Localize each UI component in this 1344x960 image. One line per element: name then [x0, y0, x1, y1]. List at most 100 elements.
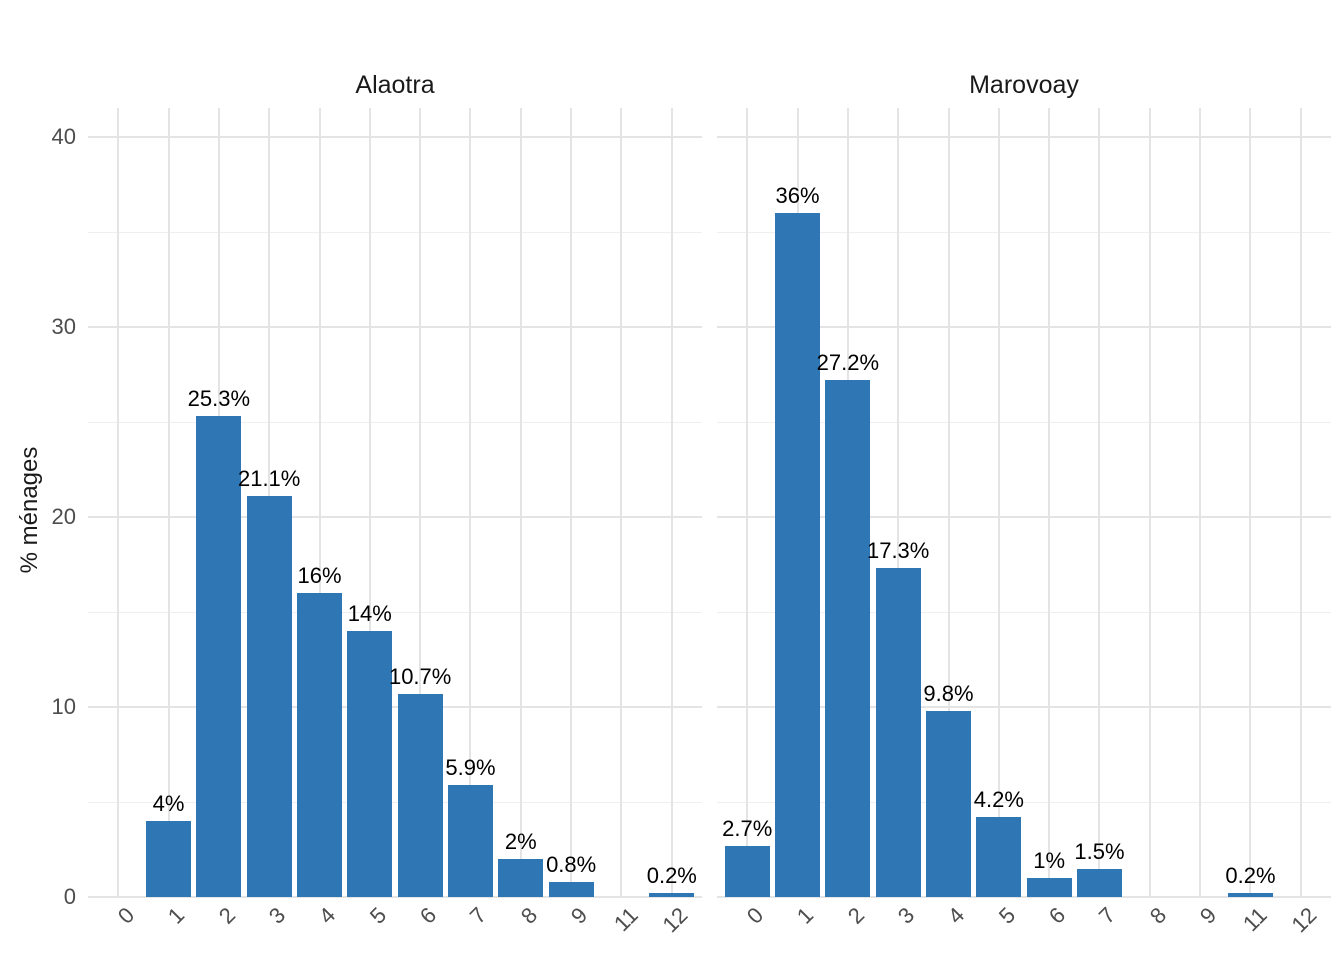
- gridline-vertical: [746, 108, 749, 898]
- bar-value-label: 2%: [504, 829, 537, 854]
- gridline-vertical: [570, 108, 573, 898]
- bar-value-label: 9.8%: [923, 680, 974, 706]
- x-tick-label: 7: [1094, 902, 1121, 929]
- gridline-horizontal-major: [717, 136, 1331, 138]
- y-tick-label: 40: [51, 124, 76, 149]
- bar: [1026, 878, 1072, 897]
- bar-value-label: 0.2%: [646, 863, 697, 889]
- x-tick-label: 4: [943, 902, 970, 929]
- x-tick-label: 3: [263, 902, 291, 929]
- gridline-vertical: [1199, 108, 1202, 898]
- bar-value-label: 36%: [775, 183, 820, 208]
- bar: [649, 893, 695, 897]
- x-tick-label: 6: [414, 902, 442, 929]
- gridline-horizontal-minor: [717, 802, 1331, 803]
- gridline-vertical: [947, 108, 950, 898]
- bar: [397, 693, 443, 897]
- y-tick-label: 20: [51, 504, 76, 529]
- gridline-vertical: [620, 108, 623, 898]
- bar: [246, 496, 292, 897]
- bar: [1227, 893, 1274, 897]
- x-tick-label: 7: [465, 902, 492, 929]
- bar-value-label: 16%: [297, 563, 342, 588]
- bar-value-label: 27.2%: [816, 350, 880, 376]
- bar: [296, 593, 343, 897]
- gridline-horizontal-minor: [88, 422, 702, 423]
- x-tick-label: 1: [792, 902, 819, 929]
- bar: [724, 845, 770, 897]
- bar: [347, 631, 393, 897]
- gridline-vertical: [519, 108, 522, 898]
- gridline-vertical: [117, 108, 120, 898]
- gridline-horizontal-major: [717, 326, 1331, 328]
- bar-value-label: 1.5%: [1074, 838, 1125, 864]
- x-tick-label: 12: [1286, 902, 1322, 938]
- bar: [145, 821, 192, 897]
- gridline-horizontal-major: [88, 706, 702, 708]
- x-tick-label: 6: [1043, 902, 1071, 929]
- bar-value-label: 17.3%: [866, 538, 930, 564]
- gridline-vertical: [419, 108, 422, 898]
- bar-value-label: 21.1%: [237, 466, 301, 492]
- x-tick-label: 11: [608, 902, 643, 937]
- x-tick-label: 0: [741, 902, 769, 929]
- gridline-horizontal-minor: [717, 422, 1331, 423]
- bar-value-label: 0.8%: [546, 851, 597, 877]
- bar: [447, 784, 494, 897]
- bar: [196, 416, 242, 897]
- gridline-horizontal-minor: [88, 232, 702, 233]
- bar: [925, 710, 972, 897]
- bar-value-label: 5.9%: [445, 754, 496, 780]
- bar-value-label: 1%: [1033, 848, 1066, 873]
- facet-title: Alaotra: [355, 71, 435, 99]
- gridline-horizontal-major: [88, 896, 702, 898]
- gridline-horizontal-minor: [717, 232, 1331, 233]
- y-tick-label: 30: [51, 314, 76, 339]
- x-tick-label: 12: [657, 902, 693, 938]
- x-tick-label: 0: [112, 902, 140, 929]
- y-tick-label: 0: [63, 884, 76, 909]
- gridline-vertical: [318, 108, 321, 898]
- bar: [498, 859, 544, 897]
- gridline-horizontal-major: [717, 516, 1331, 518]
- bar-value-label: 4%: [152, 791, 185, 816]
- panel-marovoay: [717, 108, 1331, 898]
- x-tick-label: 3: [892, 902, 920, 929]
- bar: [976, 817, 1022, 897]
- gridline-vertical: [997, 108, 1000, 898]
- gridline-horizontal-major: [88, 326, 702, 328]
- gridline-vertical: [1249, 108, 1252, 898]
- gridline-horizontal-major: [717, 896, 1331, 898]
- gridline-vertical: [1299, 108, 1302, 898]
- x-tick-label: 9: [565, 902, 593, 929]
- bar: [825, 380, 871, 897]
- gridline-vertical: [167, 108, 170, 898]
- x-tick-label: 9: [1194, 902, 1222, 929]
- gridline-vertical: [1098, 108, 1101, 898]
- x-tick-label: 4: [314, 902, 341, 929]
- gridline-vertical: [368, 108, 371, 898]
- bar-value-label: 0.2%: [1225, 863, 1276, 889]
- bar-value-label: 4.2%: [973, 787, 1024, 813]
- x-tick-label: 11: [1237, 902, 1272, 937]
- gridline-horizontal-minor: [88, 802, 702, 803]
- gridline-horizontal-major: [88, 136, 702, 138]
- bar: [875, 568, 921, 897]
- panel-alaotra: [88, 108, 702, 898]
- bar-value-label: 25.3%: [187, 386, 251, 412]
- bar-value-label: 10.7%: [388, 663, 452, 689]
- x-tick-label: 2: [213, 902, 240, 929]
- gridline-horizontal-major: [717, 706, 1331, 708]
- bar: [548, 881, 594, 897]
- bar: [774, 213, 821, 897]
- x-tick-label: 5: [364, 902, 391, 929]
- gridline-vertical: [1148, 108, 1151, 898]
- gridline-vertical: [670, 108, 673, 898]
- bar-value-label: 2.7%: [722, 815, 773, 841]
- gridline-horizontal-major: [88, 516, 702, 518]
- gridline-vertical: [897, 108, 900, 898]
- y-tick-label: 10: [51, 694, 76, 719]
- x-tick-label: 2: [842, 902, 869, 929]
- bar-value-label: 14%: [347, 601, 392, 626]
